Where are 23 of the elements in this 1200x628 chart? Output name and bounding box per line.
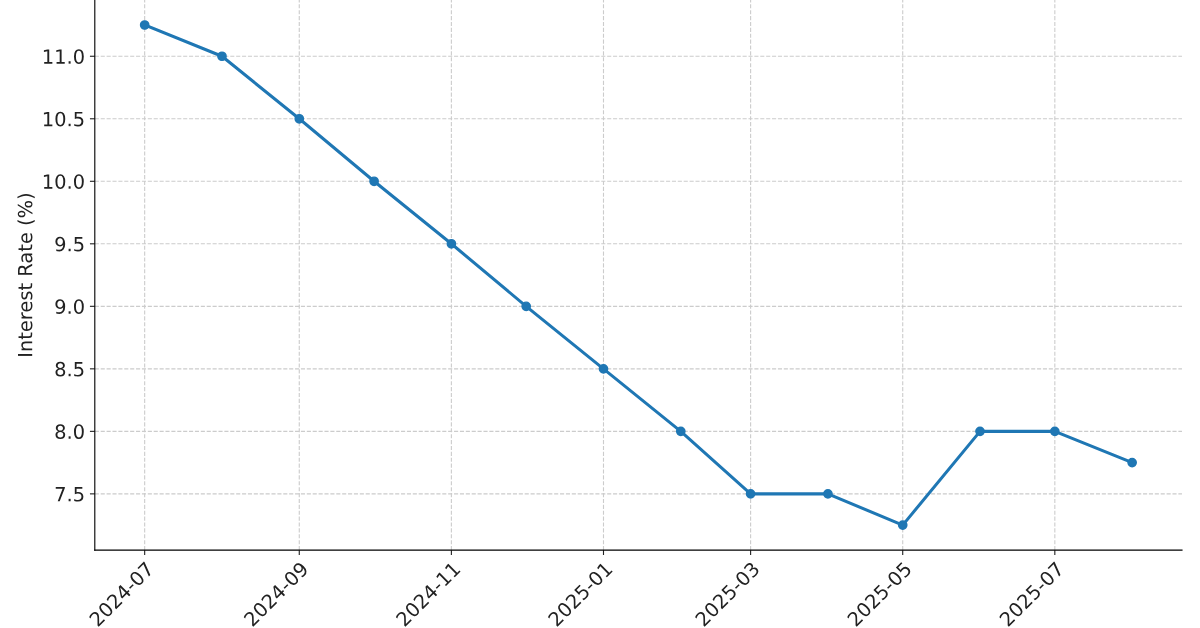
point bbox=[1127, 457, 1137, 468]
y-tick-label: 10.0 bbox=[43, 174, 84, 189]
y-tick-label: 11.0 bbox=[43, 49, 84, 64]
point bbox=[369, 176, 379, 187]
y-tick-label: 10.5 bbox=[43, 111, 84, 127]
point bbox=[675, 426, 686, 437]
y-axis-title: Interest Rate (%) bbox=[17, 193, 35, 356]
point bbox=[823, 489, 833, 499]
point bbox=[745, 489, 756, 499]
point bbox=[294, 113, 305, 124]
point bbox=[598, 363, 609, 374]
point bbox=[446, 238, 457, 249]
point bbox=[521, 301, 532, 312]
y-tick-label: 8.5 bbox=[55, 361, 84, 377]
point bbox=[897, 520, 908, 530]
y-tick-label: 7.5 bbox=[55, 487, 84, 502]
point bbox=[217, 51, 227, 62]
y-tick-label: 9.0 bbox=[55, 299, 84, 314]
point bbox=[139, 20, 150, 30]
y-tick-label: 9.5 bbox=[55, 236, 84, 252]
point bbox=[975, 426, 985, 437]
y-tick-label: 8.0 bbox=[55, 424, 84, 440]
point bbox=[1049, 426, 1060, 437]
